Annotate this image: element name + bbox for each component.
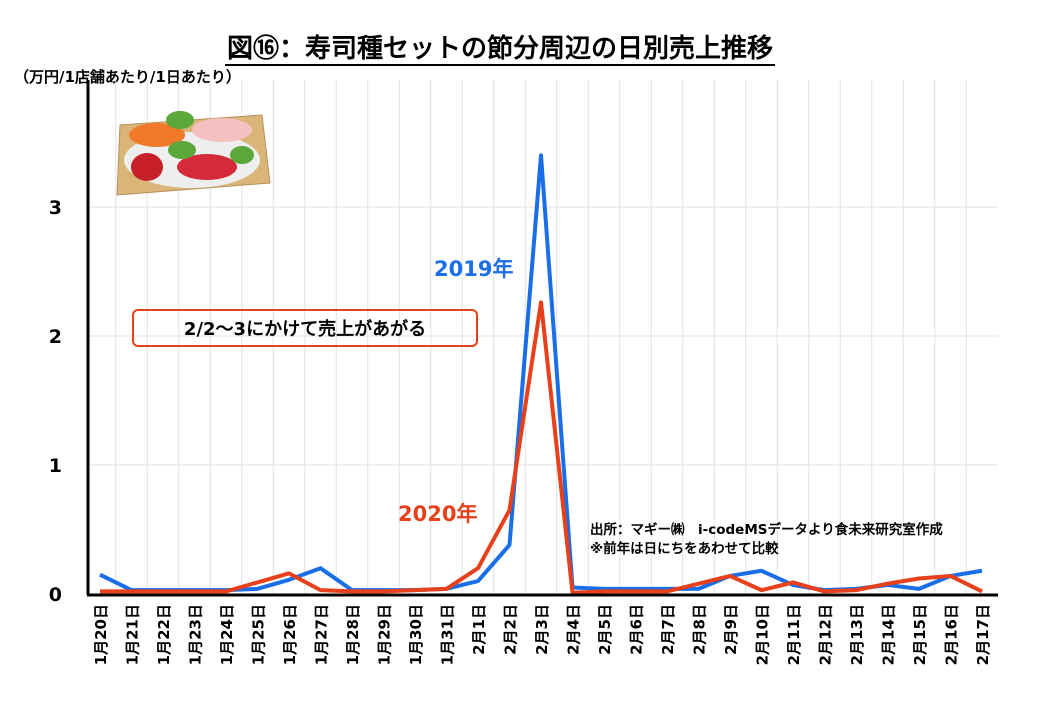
chart-title-text: 図⑯：寿司種セットの節分周辺の日別売上推移	[224, 34, 775, 66]
x-tick-label: 1月23日	[187, 604, 205, 665]
y-tick-label: 3	[49, 197, 62, 219]
shiso-leaf	[168, 141, 196, 159]
x-tick-label: 1月31日	[439, 604, 457, 665]
x-tick-label: 1月28日	[344, 604, 362, 665]
x-tick-label: 2月3日	[533, 604, 551, 655]
x-tick-label: 1月27日	[313, 604, 331, 665]
sushi-illustration	[116, 111, 271, 196]
x-tick-label: 2月13日	[848, 604, 866, 665]
x-tick-label: 2月15日	[911, 604, 929, 665]
x-tick-label: 1月22日	[155, 604, 173, 665]
x-tick-label: 2月5日	[596, 604, 614, 655]
x-tick-label: 1月29日	[376, 604, 394, 665]
x-tick-label: 1月21日	[124, 604, 142, 665]
y-tick-label: 0	[49, 584, 62, 606]
tuna-slice	[177, 154, 237, 180]
x-tick-label: 2月9日	[722, 604, 740, 655]
y-axis-unit-label: （万円/1店舗あたり/1日あたり）	[14, 68, 241, 86]
x-tick-label: 2月1日	[470, 604, 488, 655]
grid	[88, 80, 998, 594]
chart-title: 図⑯：寿司種セットの節分周辺の日別売上推移	[0, 28, 1000, 66]
callout-box: 2/2～3にかけて売上があがる	[132, 309, 478, 347]
legend-2020: 2020年	[398, 502, 478, 526]
x-tick-label: 2月10日	[754, 604, 772, 665]
legend-2019: 2019年	[434, 257, 514, 281]
red-slice	[131, 153, 163, 181]
shiso-leaf	[166, 111, 194, 129]
x-tick-label: 2月4日	[565, 604, 583, 655]
x-tick-label: 1月25日	[250, 604, 268, 665]
x-tick-label: 2月2日	[502, 604, 520, 655]
axis-ticks: 1月20日 1月21日 1月22日 1月23日 1月24日 1月25日 1月26日 1月27日…	[49, 197, 992, 665]
shiso-leaf	[230, 146, 254, 164]
series-lines	[99, 153, 983, 595]
x-tick-label: 2月17日	[974, 604, 992, 665]
x-tick-label: 2月16日	[943, 604, 961, 665]
x-tick-label: 2月8日	[691, 604, 709, 655]
y-tick-label: 2	[49, 326, 62, 348]
x-tick-label: 2月14日	[880, 604, 898, 665]
salmon-slice	[129, 123, 185, 147]
source-line: 出所：マギー㈱ i-codeMSデータより食未来研究室作成	[590, 522, 943, 538]
x-tick-label: 1月30日	[407, 604, 425, 665]
footnote-line: ※前年は日にちをあわせて比較	[590, 541, 779, 557]
x-tick-label: 2月6日	[628, 604, 646, 655]
x-tick-label: 1月20日	[92, 604, 110, 665]
x-tick-label: 1月26日	[281, 604, 299, 665]
source-note: 出所：マギー㈱ i-codeMSデータより食未来研究室作成 ※前年は日にちをあわ…	[590, 521, 943, 559]
sea-bream-slice	[192, 118, 252, 142]
y-tick-label: 1	[49, 455, 62, 477]
x-tick-label: 2月7日	[659, 604, 677, 655]
x-tick-label: 2月11日	[785, 604, 803, 665]
x-tick-label: 2月12日	[817, 604, 835, 665]
x-tick-label: 1月24日	[218, 604, 236, 665]
